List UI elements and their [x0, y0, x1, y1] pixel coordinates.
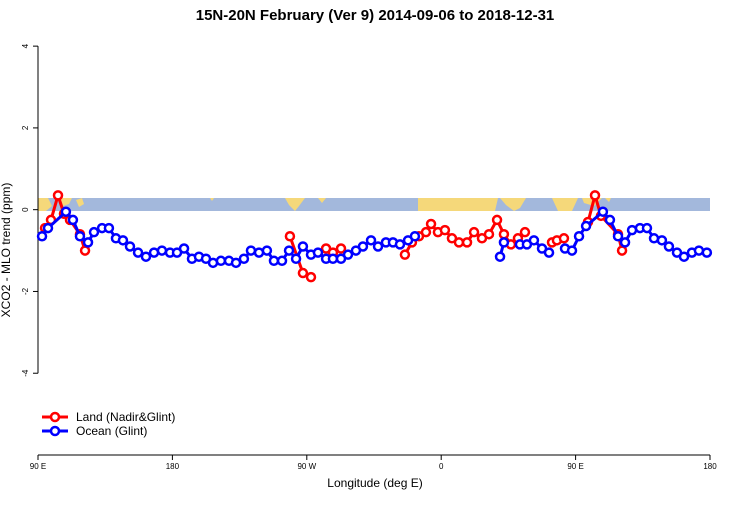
data-point [52, 190, 64, 201]
data-point [453, 237, 465, 248]
data-point [573, 231, 585, 242]
legend-marker [49, 425, 61, 437]
data-point [491, 214, 503, 226]
data-point [372, 241, 384, 252]
data-point [156, 245, 168, 256]
data-point [305, 271, 317, 283]
ocean-strip [38, 198, 710, 211]
data-point [494, 251, 506, 262]
data-point [284, 231, 296, 242]
data-point [327, 253, 339, 264]
data-point [42, 222, 54, 234]
data-point [74, 231, 86, 242]
data-point [558, 233, 570, 244]
data-point [67, 214, 79, 226]
data-point [357, 241, 369, 252]
map-strip [38, 198, 710, 211]
data-point [528, 235, 540, 246]
data-point [178, 243, 190, 254]
data-point [663, 241, 675, 252]
data-point [612, 231, 624, 242]
data-point [261, 245, 273, 256]
data-point [616, 245, 628, 256]
data-point [117, 235, 129, 246]
data-point [597, 206, 609, 217]
data-point [312, 247, 324, 258]
data-point [498, 228, 510, 240]
legend-marker [49, 411, 61, 423]
data-point [215, 255, 227, 267]
data-point [425, 218, 437, 230]
data-point [140, 251, 152, 262]
x-tick-label: 0 [439, 462, 444, 471]
land-shapes [38, 198, 611, 211]
data-point [439, 224, 451, 236]
legend: Land (Nadir&Glint)Ocean (Glint) [42, 410, 175, 438]
y-tick-label: -4 [21, 369, 30, 377]
data-point [60, 206, 72, 217]
data-point [297, 267, 309, 279]
data-point [399, 249, 411, 260]
data-point [276, 255, 288, 267]
legend-label: Land (Nadir&Glint) [76, 410, 175, 424]
data-point [580, 220, 592, 232]
y-axis-label: XCO2 - MLO trend (ppm) [0, 183, 13, 318]
data-point [461, 237, 473, 248]
data-point [619, 237, 631, 248]
data-point [420, 226, 432, 238]
data-point [103, 222, 115, 234]
data-point [498, 237, 510, 248]
y-tick-label: 4 [21, 43, 30, 48]
data-point [409, 231, 421, 242]
data-point [36, 231, 48, 242]
y-tick-label: -2 [21, 287, 30, 295]
x-tick-label: 90 E [567, 462, 583, 471]
data-point [468, 226, 480, 238]
data-point [483, 228, 495, 240]
data-point [297, 241, 309, 252]
x-tick-label: 180 [703, 462, 717, 471]
data-point [543, 247, 555, 258]
y-tick-label: 2 [21, 125, 30, 130]
data-point [132, 247, 144, 258]
data-point [656, 235, 668, 246]
y-tick-label: 0 [21, 207, 30, 212]
x-tick-label: 90 W [297, 462, 316, 471]
data-point [290, 253, 302, 264]
x-tick-label: 180 [166, 462, 180, 471]
data-point [335, 243, 347, 254]
data-point [230, 257, 242, 269]
data-point [678, 251, 690, 262]
data-point [365, 235, 377, 246]
x-tick-label: 90 E [30, 462, 46, 471]
data-point [641, 222, 653, 234]
data-point [519, 226, 531, 238]
data-point [82, 237, 94, 248]
data-point [566, 245, 578, 256]
data-point [604, 214, 616, 226]
data-point [88, 226, 100, 238]
data-point [589, 190, 601, 201]
x-axis-label: Longitude (deg E) [327, 476, 422, 490]
data-point [268, 255, 280, 267]
data-point [124, 241, 136, 252]
chart-title: 15N-20N February (Ver 9) 2014-09-06 to 2… [196, 7, 555, 24]
data-point [245, 245, 257, 256]
data-point [79, 245, 91, 256]
data-point [342, 249, 354, 260]
data-point [283, 245, 295, 256]
data-point [394, 239, 406, 250]
data-point [701, 247, 713, 258]
data-point [238, 253, 250, 264]
legend-label: Ocean (Glint) [76, 424, 147, 438]
